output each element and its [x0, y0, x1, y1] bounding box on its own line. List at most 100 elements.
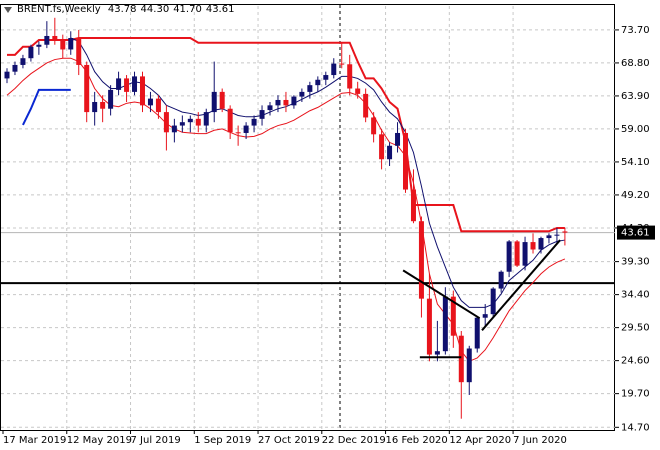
- candle-body: [243, 125, 249, 133]
- x-tick-label: 12 Apr 2020: [449, 435, 511, 446]
- y-tick-label: 29.50: [621, 323, 650, 334]
- candle-body: [251, 118, 257, 126]
- candle-body: [418, 221, 424, 299]
- candle-body: [155, 98, 161, 113]
- symbol-icon: [4, 7, 12, 13]
- candle-body: [426, 298, 432, 355]
- candle-body: [275, 99, 281, 106]
- candle-body: [235, 132, 241, 134]
- candle-body: [20, 58, 26, 65]
- candle-body: [355, 88, 361, 94]
- candle-body: [44, 35, 50, 45]
- candle-body: [291, 96, 297, 106]
- candle-body: [395, 132, 401, 146]
- candle-body: [108, 89, 114, 109]
- candle-body: [52, 35, 58, 41]
- candle-body: [259, 110, 265, 119]
- candle-body: [84, 64, 90, 113]
- ohlc-info: 41.70: [173, 4, 202, 15]
- y-tick-label: 54.10: [621, 157, 650, 168]
- ohlc-info: 43.61: [205, 4, 235, 15]
- x-tick-label: 22 Dec 2019: [322, 435, 386, 446]
- candle-body: [92, 101, 98, 113]
- candle-body: [12, 64, 18, 72]
- trendline: [481, 239, 561, 331]
- y-tick-label: 59.00: [621, 124, 650, 135]
- y-tick-label: 39.30: [621, 257, 650, 268]
- candle-body: [147, 98, 153, 106]
- candle-body: [124, 78, 130, 92]
- y-tick-label: 73.70: [621, 25, 650, 36]
- candle-body: [490, 288, 496, 315]
- candle-body: [538, 238, 544, 250]
- chart-info: BRENT.fs,Weekly 43.78 44.30 41.70 43.61: [17, 4, 238, 15]
- candle-body: [347, 64, 353, 89]
- candle-body: [283, 99, 289, 106]
- candle-body: [60, 40, 66, 50]
- candle-body: [458, 335, 464, 383]
- indicator-line: [6, 57, 566, 362]
- candle-body: [530, 242, 536, 250]
- candle-body: [28, 46, 34, 59]
- y-tick-label: 63.90: [621, 91, 650, 102]
- candle-body: [187, 118, 193, 123]
- y-tick-label: 34.40: [621, 290, 650, 301]
- x-tick-label: 27 Oct 2019: [258, 435, 320, 446]
- candle-body: [403, 132, 408, 190]
- x-tick-label: 7 Jun 2020: [513, 435, 567, 446]
- indicator-line: [7, 37, 565, 233]
- candle-body: [546, 235, 552, 239]
- candle-body: [267, 105, 273, 111]
- candle-body: [554, 234, 560, 236]
- candle-body: [179, 122, 185, 126]
- candle-body: [139, 76, 145, 106]
- plot-frame: [0, 4, 615, 431]
- x-tick-label: 17 Mar 2019: [3, 435, 66, 446]
- candle-body: [36, 44, 42, 47]
- candle-body: [450, 296, 456, 336]
- chart-title: BRENT.fs,Weekly: [17, 4, 101, 15]
- y-tick-label: 24.60: [621, 356, 650, 367]
- candle-body: [339, 63, 345, 65]
- candle-body: [299, 91, 305, 97]
- candle-body: [371, 117, 377, 135]
- candle-body: [171, 125, 177, 133]
- candle-body: [514, 241, 520, 266]
- candle-body: [4, 71, 10, 79]
- x-tick-label: 16 Feb 2020: [386, 435, 448, 446]
- candle-body: [116, 78, 122, 90]
- y-tick-label: 49.20: [621, 190, 650, 201]
- candle-body: [307, 85, 313, 92]
- candle-body: [323, 75, 329, 80]
- trendline: [402, 269, 481, 320]
- candle-body: [466, 348, 472, 383]
- candle-body: [442, 296, 448, 352]
- candle-body: [474, 317, 480, 349]
- y-tick-label: 68.80: [621, 58, 650, 69]
- candle-body: [498, 271, 504, 289]
- ohlc-info: 44.30: [140, 4, 170, 15]
- x-tick-label: 12 May 2019: [67, 435, 132, 446]
- candle-body: [562, 231, 568, 233]
- candle-body: [68, 38, 74, 50]
- last-price-label: 43.61: [621, 228, 650, 239]
- x-tick-label: 7 Jul 2019: [131, 435, 181, 446]
- indicator-line: [70, 37, 565, 308]
- indicator-line: [22, 88, 71, 126]
- candle-body: [387, 145, 393, 160]
- candle-body: [219, 91, 225, 109]
- candle-body: [410, 189, 416, 222]
- candle-body: [227, 108, 233, 133]
- candle-body: [195, 118, 201, 126]
- candle-body: [211, 91, 217, 113]
- candle-body: [522, 242, 528, 266]
- candle-body: [506, 241, 512, 272]
- candle-body: [203, 112, 209, 126]
- y-tick-label: 14.70: [621, 422, 650, 433]
- x-tick-label: 1 Sep 2019: [194, 435, 251, 446]
- candle-body: [434, 351, 440, 355]
- candle-body: [163, 112, 169, 133]
- last-price-tag: [617, 225, 655, 240]
- candle-body: [363, 93, 369, 118]
